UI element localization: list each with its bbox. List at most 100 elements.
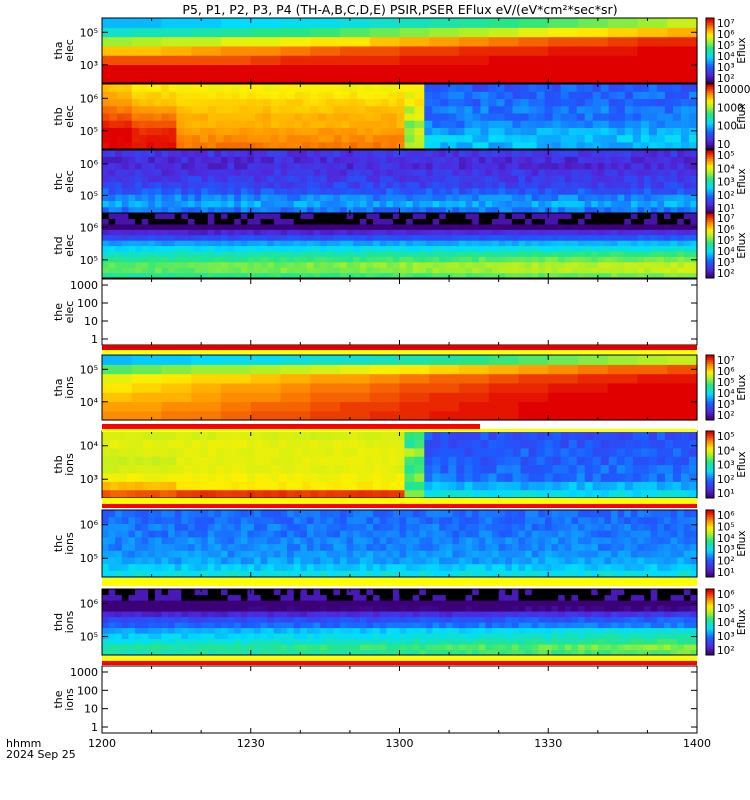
heatmap-cell <box>313 510 321 518</box>
heatmap-cell <box>168 563 176 571</box>
heatmap-cell <box>439 550 447 558</box>
heatmap-cell <box>544 105 554 114</box>
heatmap-cell <box>280 556 288 565</box>
heatmap-cell <box>683 200 691 208</box>
heatmap-cell <box>221 570 229 578</box>
heatmap-cell <box>293 523 301 531</box>
heatmap-cell <box>326 261 334 268</box>
heatmap-cell <box>677 168 685 176</box>
heatmap-cell <box>464 105 474 114</box>
heatmap-cell <box>571 213 579 220</box>
heatmap-cell <box>630 256 639 263</box>
heatmap-cell <box>386 261 394 268</box>
heatmap-cell <box>663 563 672 571</box>
heatmap-cell <box>254 530 262 538</box>
colorbar-swatch <box>706 37 714 41</box>
heatmap-cell <box>690 240 698 247</box>
heatmap-cell <box>584 550 592 558</box>
heatmap-cell <box>267 168 275 176</box>
heatmap-cell <box>294 91 303 100</box>
heatmap-cell <box>637 156 645 164</box>
heatmap-cell <box>221 563 229 571</box>
heatmap-cell <box>690 162 698 170</box>
heatmap-cell <box>187 234 196 241</box>
heatmap-cell <box>459 510 467 518</box>
heatmap-cell <box>538 218 546 225</box>
colorbar-swatch <box>706 59 714 62</box>
heatmap-cell <box>388 120 398 128</box>
heatmap-cell <box>302 91 311 100</box>
heatmap-cell <box>135 234 143 241</box>
heatmap-cell <box>498 150 506 157</box>
heatmap-cell <box>571 229 579 236</box>
heatmap-cell <box>250 36 282 47</box>
heatmap-cell <box>187 245 196 252</box>
heatmap-cell <box>234 234 242 241</box>
heatmap-cell <box>240 187 249 195</box>
heatmap-cell <box>320 150 328 157</box>
heatmap-cell <box>191 27 222 38</box>
heatmap-cell <box>240 181 249 189</box>
heatmap-cell <box>168 240 176 247</box>
heatmap-cell <box>260 218 268 225</box>
colorbar-swatch <box>706 389 714 393</box>
heatmap-cell <box>300 261 308 268</box>
heatmap-cell <box>429 55 460 66</box>
heatmap-cell <box>214 261 222 268</box>
heatmap-cell <box>306 570 315 578</box>
heatmap-cell <box>221 272 229 279</box>
heatmap-cell <box>624 489 634 499</box>
heatmap-cell <box>465 181 473 189</box>
heatmap-cell <box>227 223 235 230</box>
heatmap-cell <box>227 245 235 252</box>
heatmap-cell <box>677 510 685 518</box>
heatmap-cell <box>568 134 578 143</box>
heatmap-cell <box>597 229 606 236</box>
heatmap-cell <box>286 105 295 114</box>
heatmap-cell <box>672 447 682 457</box>
heatmap-cell <box>192 472 201 482</box>
heatmap-cell <box>154 150 163 157</box>
heatmap-cell <box>677 267 685 274</box>
heatmap-cell <box>128 261 136 268</box>
heatmap-cell <box>353 162 361 170</box>
heatmap-cell <box>432 261 440 268</box>
heatmap-cell <box>227 556 235 565</box>
heatmap-cell <box>505 187 513 195</box>
heatmap-cell <box>135 261 143 268</box>
heatmap-cell <box>313 536 321 545</box>
heatmap-cell <box>578 156 586 164</box>
heatmap-cell <box>630 175 639 183</box>
heatmap-cell <box>168 218 176 225</box>
heatmap-cell <box>148 510 156 518</box>
heatmap-cell <box>452 563 460 571</box>
heatmap-cell <box>552 472 562 482</box>
heatmap-cell <box>536 120 546 128</box>
heatmap-cell <box>320 256 328 263</box>
heatmap-cell <box>340 272 348 279</box>
heatmap-cell <box>359 229 368 236</box>
heatmap-cell <box>568 456 578 466</box>
heatmap-cell <box>472 550 480 558</box>
heatmap-cell <box>667 392 698 403</box>
heatmap-cell <box>131 64 163 75</box>
heatmap-cell <box>472 91 482 100</box>
heatmap-cell <box>260 250 268 257</box>
heatmap-cell <box>399 373 430 384</box>
colorbar-swatch <box>706 198 714 201</box>
heatmap-cell <box>340 530 348 538</box>
heatmap-cell <box>551 267 559 274</box>
heatmap-cell <box>663 536 672 545</box>
heatmap-cell <box>488 472 498 482</box>
heatmap-cell <box>680 431 690 440</box>
heatmap-cell <box>485 218 493 225</box>
heatmap-cell <box>161 150 169 157</box>
heatmap-cell <box>181 234 189 241</box>
heatmap-cell <box>445 213 453 220</box>
colorbar-swatch <box>706 359 714 362</box>
heatmap-cell <box>287 272 295 279</box>
heatmap-cell <box>154 256 163 263</box>
heatmap-cell <box>118 439 128 449</box>
heatmap-cell <box>492 150 500 157</box>
heatmap-cell <box>199 134 209 143</box>
